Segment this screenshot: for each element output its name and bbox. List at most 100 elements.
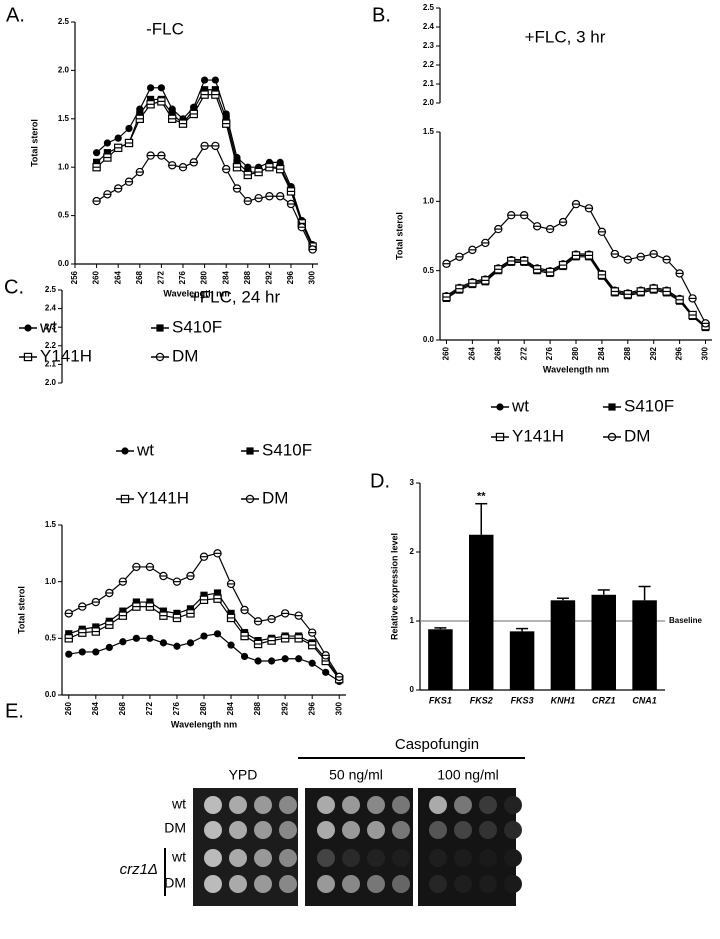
marker — [213, 549, 222, 558]
marker-shape — [186, 639, 195, 647]
spot — [392, 875, 410, 893]
marker — [623, 255, 633, 264]
marker-shape — [146, 634, 154, 642]
marker-shape — [308, 659, 316, 667]
marker — [321, 651, 330, 660]
marker — [201, 76, 209, 84]
spot — [254, 796, 272, 814]
y-tick-label: 2.0 — [58, 66, 70, 75]
x-tick-label: 260 — [442, 346, 451, 360]
marker — [157, 97, 166, 106]
marker — [222, 119, 231, 128]
marker — [119, 638, 127, 646]
marker-shape — [136, 110, 144, 118]
marker-shape — [254, 657, 262, 665]
row-label: DM — [164, 875, 186, 891]
y-tick-label: 1.0 — [58, 162, 70, 171]
marker — [280, 609, 290, 618]
spot — [367, 821, 385, 839]
marker — [597, 227, 607, 237]
marker-shape — [213, 589, 222, 597]
y-tick-label: 2.2 — [45, 341, 57, 350]
x-tick-label: 276 — [172, 701, 181, 715]
marker — [335, 672, 344, 682]
spot — [279, 849, 297, 867]
x-tick-label: 296 — [286, 270, 295, 284]
marker-shape — [132, 634, 140, 642]
marker — [186, 571, 195, 581]
chart-title: -FLC — [146, 19, 184, 38]
marker-shape — [168, 110, 176, 118]
panel-label: C. — [4, 276, 24, 298]
spot — [204, 875, 222, 893]
marker — [92, 648, 100, 656]
x-tick-label: 288 — [623, 346, 632, 360]
marker — [155, 352, 165, 362]
marker — [124, 177, 134, 186]
spot — [479, 875, 497, 893]
marker — [507, 256, 516, 266]
bar — [591, 594, 616, 690]
x-tick-label: 284 — [221, 270, 230, 284]
marker — [507, 210, 516, 220]
marker — [571, 251, 581, 260]
marker — [92, 623, 100, 631]
drug-label: Caspofungin — [395, 736, 479, 753]
marker — [688, 310, 697, 320]
marker-shape — [233, 158, 241, 166]
y-tick-label: 0.0 — [58, 259, 70, 268]
marker-shape — [159, 607, 168, 615]
y-tick-label: 2.2 — [423, 60, 435, 69]
y-tick-label: 2 — [410, 547, 415, 556]
marker — [91, 627, 101, 636]
panel-label: B. — [372, 4, 391, 26]
spot — [367, 796, 385, 814]
x-tick-label: 284 — [597, 346, 606, 360]
legend-label: DM — [624, 426, 650, 445]
marker — [211, 86, 219, 94]
marker — [294, 634, 303, 643]
marker — [240, 605, 249, 615]
spot — [279, 875, 297, 893]
y-tick-label: 3 — [410, 478, 415, 487]
marker — [93, 149, 101, 157]
marker — [281, 655, 289, 663]
legend-label: S410F — [262, 440, 312, 459]
marker — [662, 255, 671, 264]
spot — [504, 821, 522, 839]
marker — [442, 292, 451, 302]
y-tick-label: 2.0 — [423, 98, 435, 107]
marker-shape — [222, 115, 230, 123]
y-tick-label: 0.5 — [45, 633, 57, 642]
panel-label: D. — [370, 470, 390, 492]
marker — [146, 598, 154, 606]
spot — [392, 849, 410, 867]
x-tick-label: 300 — [308, 270, 317, 284]
x-tick-label: KNH1 — [551, 695, 576, 705]
x-tick-label: 300 — [701, 346, 710, 360]
y-tick-label: 2.5 — [45, 285, 57, 294]
y-axis-label: Relative expression level — [389, 533, 399, 640]
x-tick-label: 288 — [253, 701, 262, 715]
marker — [494, 265, 503, 274]
marker — [558, 217, 568, 227]
marker — [200, 90, 209, 99]
marker — [307, 640, 317, 650]
marker-shape — [211, 86, 219, 94]
spot — [204, 849, 222, 867]
y-tick-label: 1.0 — [423, 196, 435, 205]
error-bar — [638, 585, 651, 601]
y-tick-label: 2.1 — [45, 360, 57, 369]
marker-shape — [200, 632, 208, 640]
marker — [23, 352, 33, 362]
marker — [146, 100, 155, 109]
marker — [232, 184, 242, 193]
marker — [623, 290, 633, 299]
marker-shape — [24, 324, 32, 332]
x-axis-label: Wavelength nm — [543, 364, 609, 374]
marker — [173, 642, 181, 650]
marker — [240, 652, 249, 661]
marker — [701, 319, 710, 328]
spot — [229, 821, 247, 839]
marker — [105, 643, 113, 652]
